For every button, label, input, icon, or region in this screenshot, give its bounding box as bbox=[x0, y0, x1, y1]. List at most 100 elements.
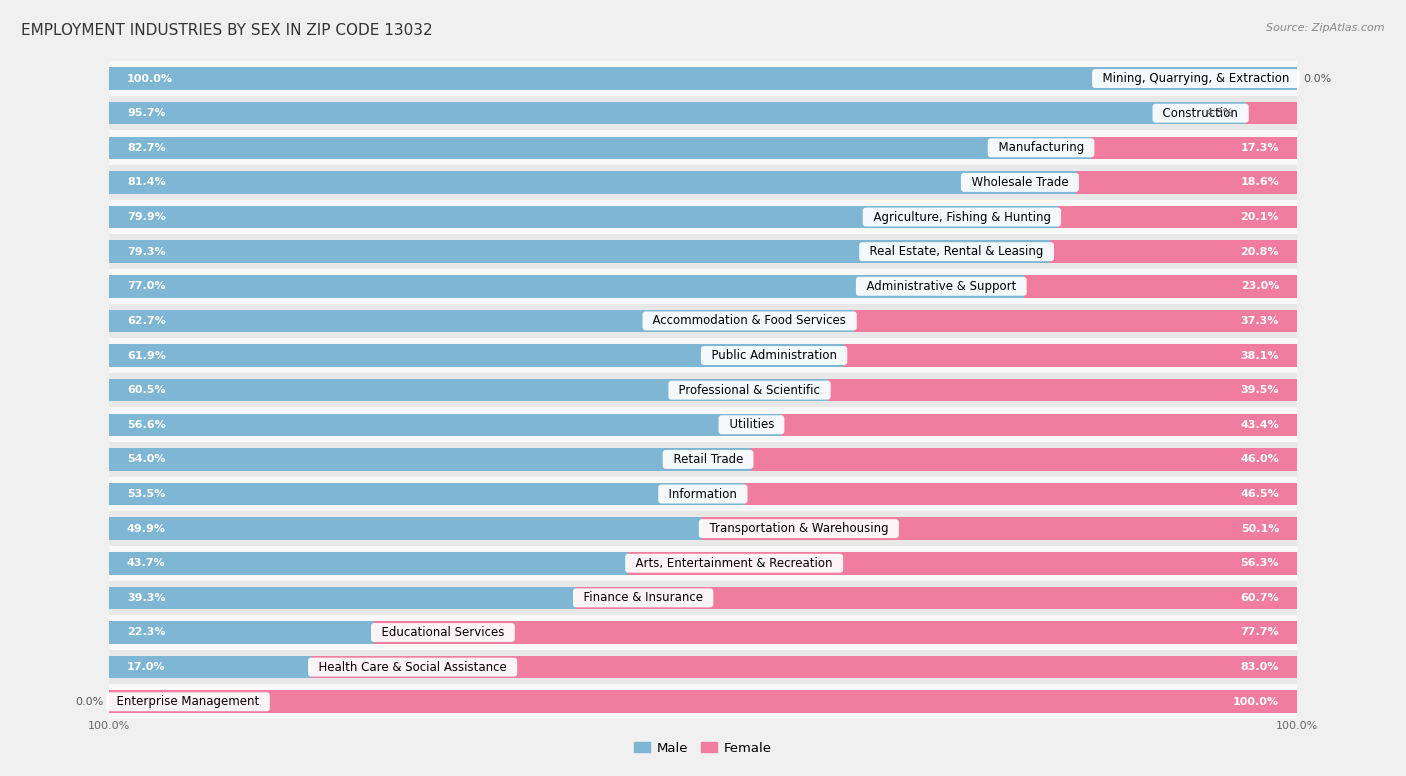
Text: Finance & Insurance: Finance & Insurance bbox=[576, 591, 710, 605]
Bar bbox=[110, 442, 1296, 476]
Bar bbox=[828, 379, 1296, 401]
Bar bbox=[110, 656, 311, 678]
Text: 38.1%: 38.1% bbox=[1240, 351, 1279, 361]
Text: Mining, Quarrying, & Extraction: Mining, Quarrying, & Extraction bbox=[1095, 72, 1296, 85]
Bar bbox=[110, 650, 1296, 684]
Text: 82.7%: 82.7% bbox=[127, 143, 166, 153]
Text: 77.7%: 77.7% bbox=[1240, 628, 1279, 638]
Bar bbox=[110, 345, 845, 367]
Text: 100.0%: 100.0% bbox=[89, 721, 131, 731]
Text: Accommodation & Food Services: Accommodation & Food Services bbox=[645, 314, 853, 327]
Text: 0.0%: 0.0% bbox=[1303, 74, 1331, 84]
Bar bbox=[110, 310, 853, 332]
Bar bbox=[110, 379, 828, 401]
Text: 23.0%: 23.0% bbox=[1240, 281, 1279, 291]
Bar bbox=[110, 414, 782, 436]
Text: 20.8%: 20.8% bbox=[1240, 247, 1279, 257]
Text: 56.6%: 56.6% bbox=[127, 420, 166, 430]
Bar bbox=[110, 546, 1296, 580]
Bar bbox=[1076, 171, 1296, 194]
Bar bbox=[1246, 102, 1296, 124]
Text: 43.7%: 43.7% bbox=[127, 558, 166, 568]
Text: 60.7%: 60.7% bbox=[1240, 593, 1279, 603]
Text: Enterprise Management: Enterprise Management bbox=[110, 695, 267, 708]
Bar bbox=[110, 580, 1296, 615]
Text: 17.3%: 17.3% bbox=[1240, 143, 1279, 153]
Text: 39.3%: 39.3% bbox=[127, 593, 166, 603]
Bar bbox=[853, 310, 1296, 332]
Bar bbox=[110, 130, 1296, 165]
Text: Agriculture, Fishing & Hunting: Agriculture, Fishing & Hunting bbox=[866, 210, 1059, 223]
Text: Retail Trade: Retail Trade bbox=[665, 453, 751, 466]
Text: 4.3%: 4.3% bbox=[1205, 108, 1234, 118]
Bar bbox=[110, 338, 1296, 372]
Bar bbox=[110, 171, 1076, 194]
Text: Transportation & Warehousing: Transportation & Warehousing bbox=[702, 522, 896, 535]
Bar bbox=[845, 345, 1296, 367]
Bar bbox=[110, 102, 1246, 124]
Text: 0.0%: 0.0% bbox=[75, 697, 103, 707]
Text: 20.1%: 20.1% bbox=[1240, 212, 1279, 222]
Text: Health Care & Social Assistance: Health Care & Social Assistance bbox=[311, 660, 515, 674]
Bar bbox=[1050, 241, 1296, 263]
Bar bbox=[1024, 275, 1296, 297]
Bar bbox=[110, 511, 1296, 546]
Text: Administrative & Support: Administrative & Support bbox=[859, 280, 1024, 293]
Bar bbox=[1059, 206, 1296, 228]
Text: 53.5%: 53.5% bbox=[127, 489, 165, 499]
Bar bbox=[311, 656, 1296, 678]
Bar bbox=[110, 615, 1296, 650]
Text: 22.3%: 22.3% bbox=[127, 628, 166, 638]
Text: 60.5%: 60.5% bbox=[127, 385, 166, 395]
Text: 46.5%: 46.5% bbox=[1240, 489, 1279, 499]
Bar bbox=[702, 518, 1296, 540]
Bar bbox=[110, 518, 702, 540]
Text: 79.9%: 79.9% bbox=[127, 212, 166, 222]
Text: 83.0%: 83.0% bbox=[1240, 662, 1279, 672]
Text: 62.7%: 62.7% bbox=[127, 316, 166, 326]
Bar bbox=[745, 483, 1296, 505]
Text: 81.4%: 81.4% bbox=[127, 178, 166, 188]
Bar bbox=[110, 61, 1296, 96]
Bar bbox=[110, 275, 1024, 297]
Text: 49.9%: 49.9% bbox=[127, 524, 166, 534]
Text: 17.0%: 17.0% bbox=[127, 662, 166, 672]
Text: Utilities: Utilities bbox=[721, 418, 782, 431]
Text: Manufacturing: Manufacturing bbox=[991, 141, 1091, 154]
Bar bbox=[374, 622, 1296, 644]
Bar bbox=[110, 269, 1296, 303]
Bar bbox=[110, 303, 1296, 338]
Text: 39.5%: 39.5% bbox=[1240, 385, 1279, 395]
Text: Construction: Construction bbox=[1156, 106, 1246, 120]
Text: 37.3%: 37.3% bbox=[1240, 316, 1279, 326]
Text: 77.0%: 77.0% bbox=[127, 281, 166, 291]
Bar bbox=[110, 234, 1296, 269]
Bar bbox=[751, 449, 1296, 470]
Bar bbox=[576, 587, 1296, 609]
Text: 61.9%: 61.9% bbox=[127, 351, 166, 361]
Bar bbox=[110, 241, 1052, 263]
Bar bbox=[782, 414, 1296, 436]
Bar bbox=[110, 137, 1091, 159]
Text: 46.0%: 46.0% bbox=[1240, 455, 1279, 464]
Bar bbox=[110, 206, 1059, 228]
Bar bbox=[110, 96, 1296, 130]
Text: Wholesale Trade: Wholesale Trade bbox=[965, 176, 1076, 189]
Text: 79.3%: 79.3% bbox=[127, 247, 166, 257]
Bar bbox=[1091, 137, 1296, 159]
Bar bbox=[110, 476, 1296, 511]
Bar bbox=[628, 552, 1296, 574]
Text: Information: Information bbox=[661, 487, 745, 501]
Bar bbox=[110, 68, 1296, 90]
Legend: Male, Female: Male, Female bbox=[628, 736, 778, 760]
Text: Public Administration: Public Administration bbox=[704, 349, 845, 362]
Bar bbox=[110, 587, 576, 609]
Bar bbox=[110, 552, 628, 574]
Bar bbox=[110, 622, 374, 644]
Text: 95.7%: 95.7% bbox=[127, 108, 166, 118]
Bar bbox=[110, 691, 1296, 713]
Text: 54.0%: 54.0% bbox=[127, 455, 166, 464]
Bar bbox=[110, 449, 751, 470]
Bar bbox=[110, 165, 1296, 199]
Text: Real Estate, Rental & Leasing: Real Estate, Rental & Leasing bbox=[862, 245, 1052, 258]
